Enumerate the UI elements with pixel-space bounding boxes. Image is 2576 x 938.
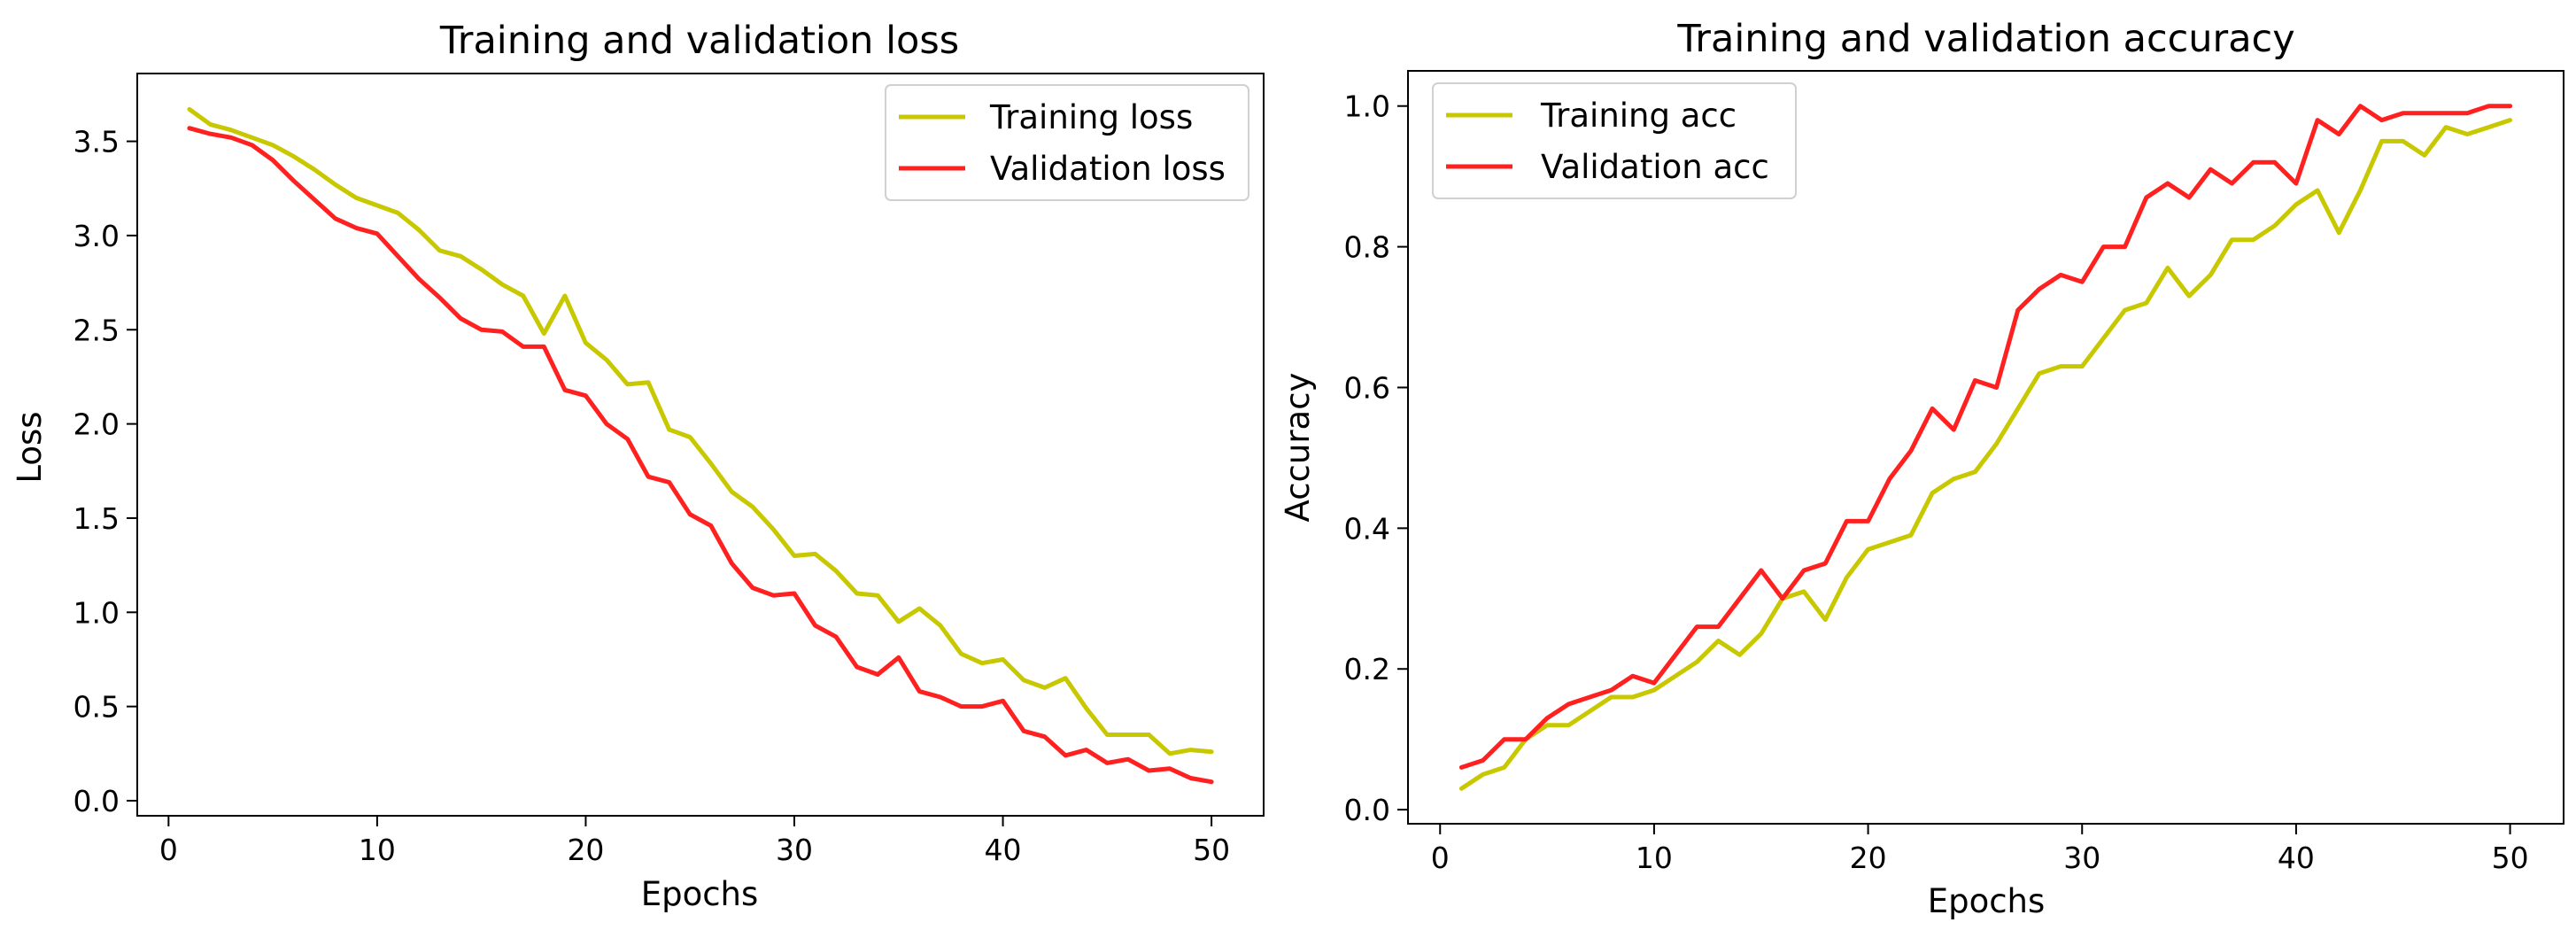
accuracy-y-tick-label: 0.8	[1344, 230, 1390, 265]
loss-y-tick-label: 3.5	[73, 125, 120, 159]
loss-y-tick-label: 1.5	[73, 501, 120, 536]
loss-chart-ylabel: Loss	[11, 411, 49, 483]
accuracy-chart-series	[1458, 104, 2513, 791]
loss-chart-xlabel: Epochs	[641, 875, 759, 913]
loss-y-tick-label: 2.0	[73, 407, 120, 442]
accuracy-chart-y-ticks: 0.0 0.2 0.4 0.6 0.8 1.0	[1344, 89, 1408, 827]
validation-loss-line	[187, 126, 1214, 785]
accuracy-x-tick-label: 20	[1850, 841, 1887, 875]
accuracy-chart-ylabel: Accuracy	[1279, 373, 1317, 523]
legend-label-validation-loss: Validation loss	[990, 150, 1226, 188]
accuracy-y-tick-label: 1.0	[1344, 89, 1390, 124]
accuracy-chart-title: Training and validation accuracy	[1676, 17, 2294, 61]
accuracy-x-tick-label: 50	[2492, 841, 2529, 875]
loss-chart-y-ticks: 0.0 0.5 1.0 1.5 2.0 2.5 3.0 3.5	[73, 125, 137, 818]
legend-label-training-loss: Training loss	[989, 98, 1193, 136]
accuracy-y-tick-label: 0.0	[1344, 793, 1390, 827]
loss-y-tick-label: 0.0	[73, 784, 120, 818]
accuracy-chart-xlabel: Epochs	[1928, 882, 2046, 920]
accuracy-y-tick-label: 0.6	[1344, 370, 1390, 405]
accuracy-chart-axes-frame	[1407, 70, 2564, 825]
accuracy-x-tick-label: 0	[1431, 841, 1450, 875]
legend-label-validation-acc: Validation acc	[1541, 148, 1769, 186]
loss-x-tick-label: 10	[359, 833, 396, 867]
loss-x-tick-label: 20	[567, 833, 604, 867]
accuracy-x-tick-label: 10	[1636, 841, 1673, 875]
validation-acc-line	[1458, 104, 2513, 770]
loss-y-tick-label: 3.0	[73, 219, 120, 253]
accuracy-chart-x-ticks: 0 10 20 30 40 50	[1431, 824, 2529, 875]
loss-x-tick-label: 40	[985, 833, 1022, 867]
accuracy-x-tick-label: 30	[2063, 841, 2100, 875]
training-acc-line	[1458, 118, 2513, 791]
loss-y-tick-label: 1.0	[73, 595, 120, 630]
loss-x-tick-label: 0	[159, 833, 178, 867]
loss-chart-title: Training and validation loss	[439, 19, 959, 63]
legend-label-training-acc: Training acc	[1540, 97, 1737, 135]
accuracy-chart: Training and validation accuracy Epochs …	[1279, 17, 2564, 920]
loss-chart-legend: Training loss Validation loss	[885, 84, 1249, 201]
loss-y-tick-label: 2.5	[73, 313, 120, 347]
training-loss-line	[187, 106, 1214, 756]
accuracy-y-tick-label: 0.2	[1344, 652, 1390, 686]
loss-chart-legend-frame	[885, 84, 1249, 201]
loss-chart-series	[187, 106, 1214, 785]
loss-y-tick-label: 0.5	[73, 690, 120, 725]
loss-chart-x-ticks: 0 10 20 30 40 50	[159, 816, 1230, 867]
loss-chart-axes-frame	[136, 73, 1265, 817]
loss-x-tick-label: 50	[1193, 833, 1230, 867]
accuracy-x-tick-label: 40	[2278, 841, 2315, 875]
loss-chart: Training and validation loss Epochs Loss…	[11, 19, 1265, 913]
accuracy-y-tick-label: 0.4	[1344, 511, 1390, 546]
accuracy-chart-legend: Training acc Validation acc	[1432, 82, 1797, 199]
accuracy-chart-legend-frame	[1432, 82, 1797, 199]
loss-x-tick-label: 30	[776, 833, 813, 867]
